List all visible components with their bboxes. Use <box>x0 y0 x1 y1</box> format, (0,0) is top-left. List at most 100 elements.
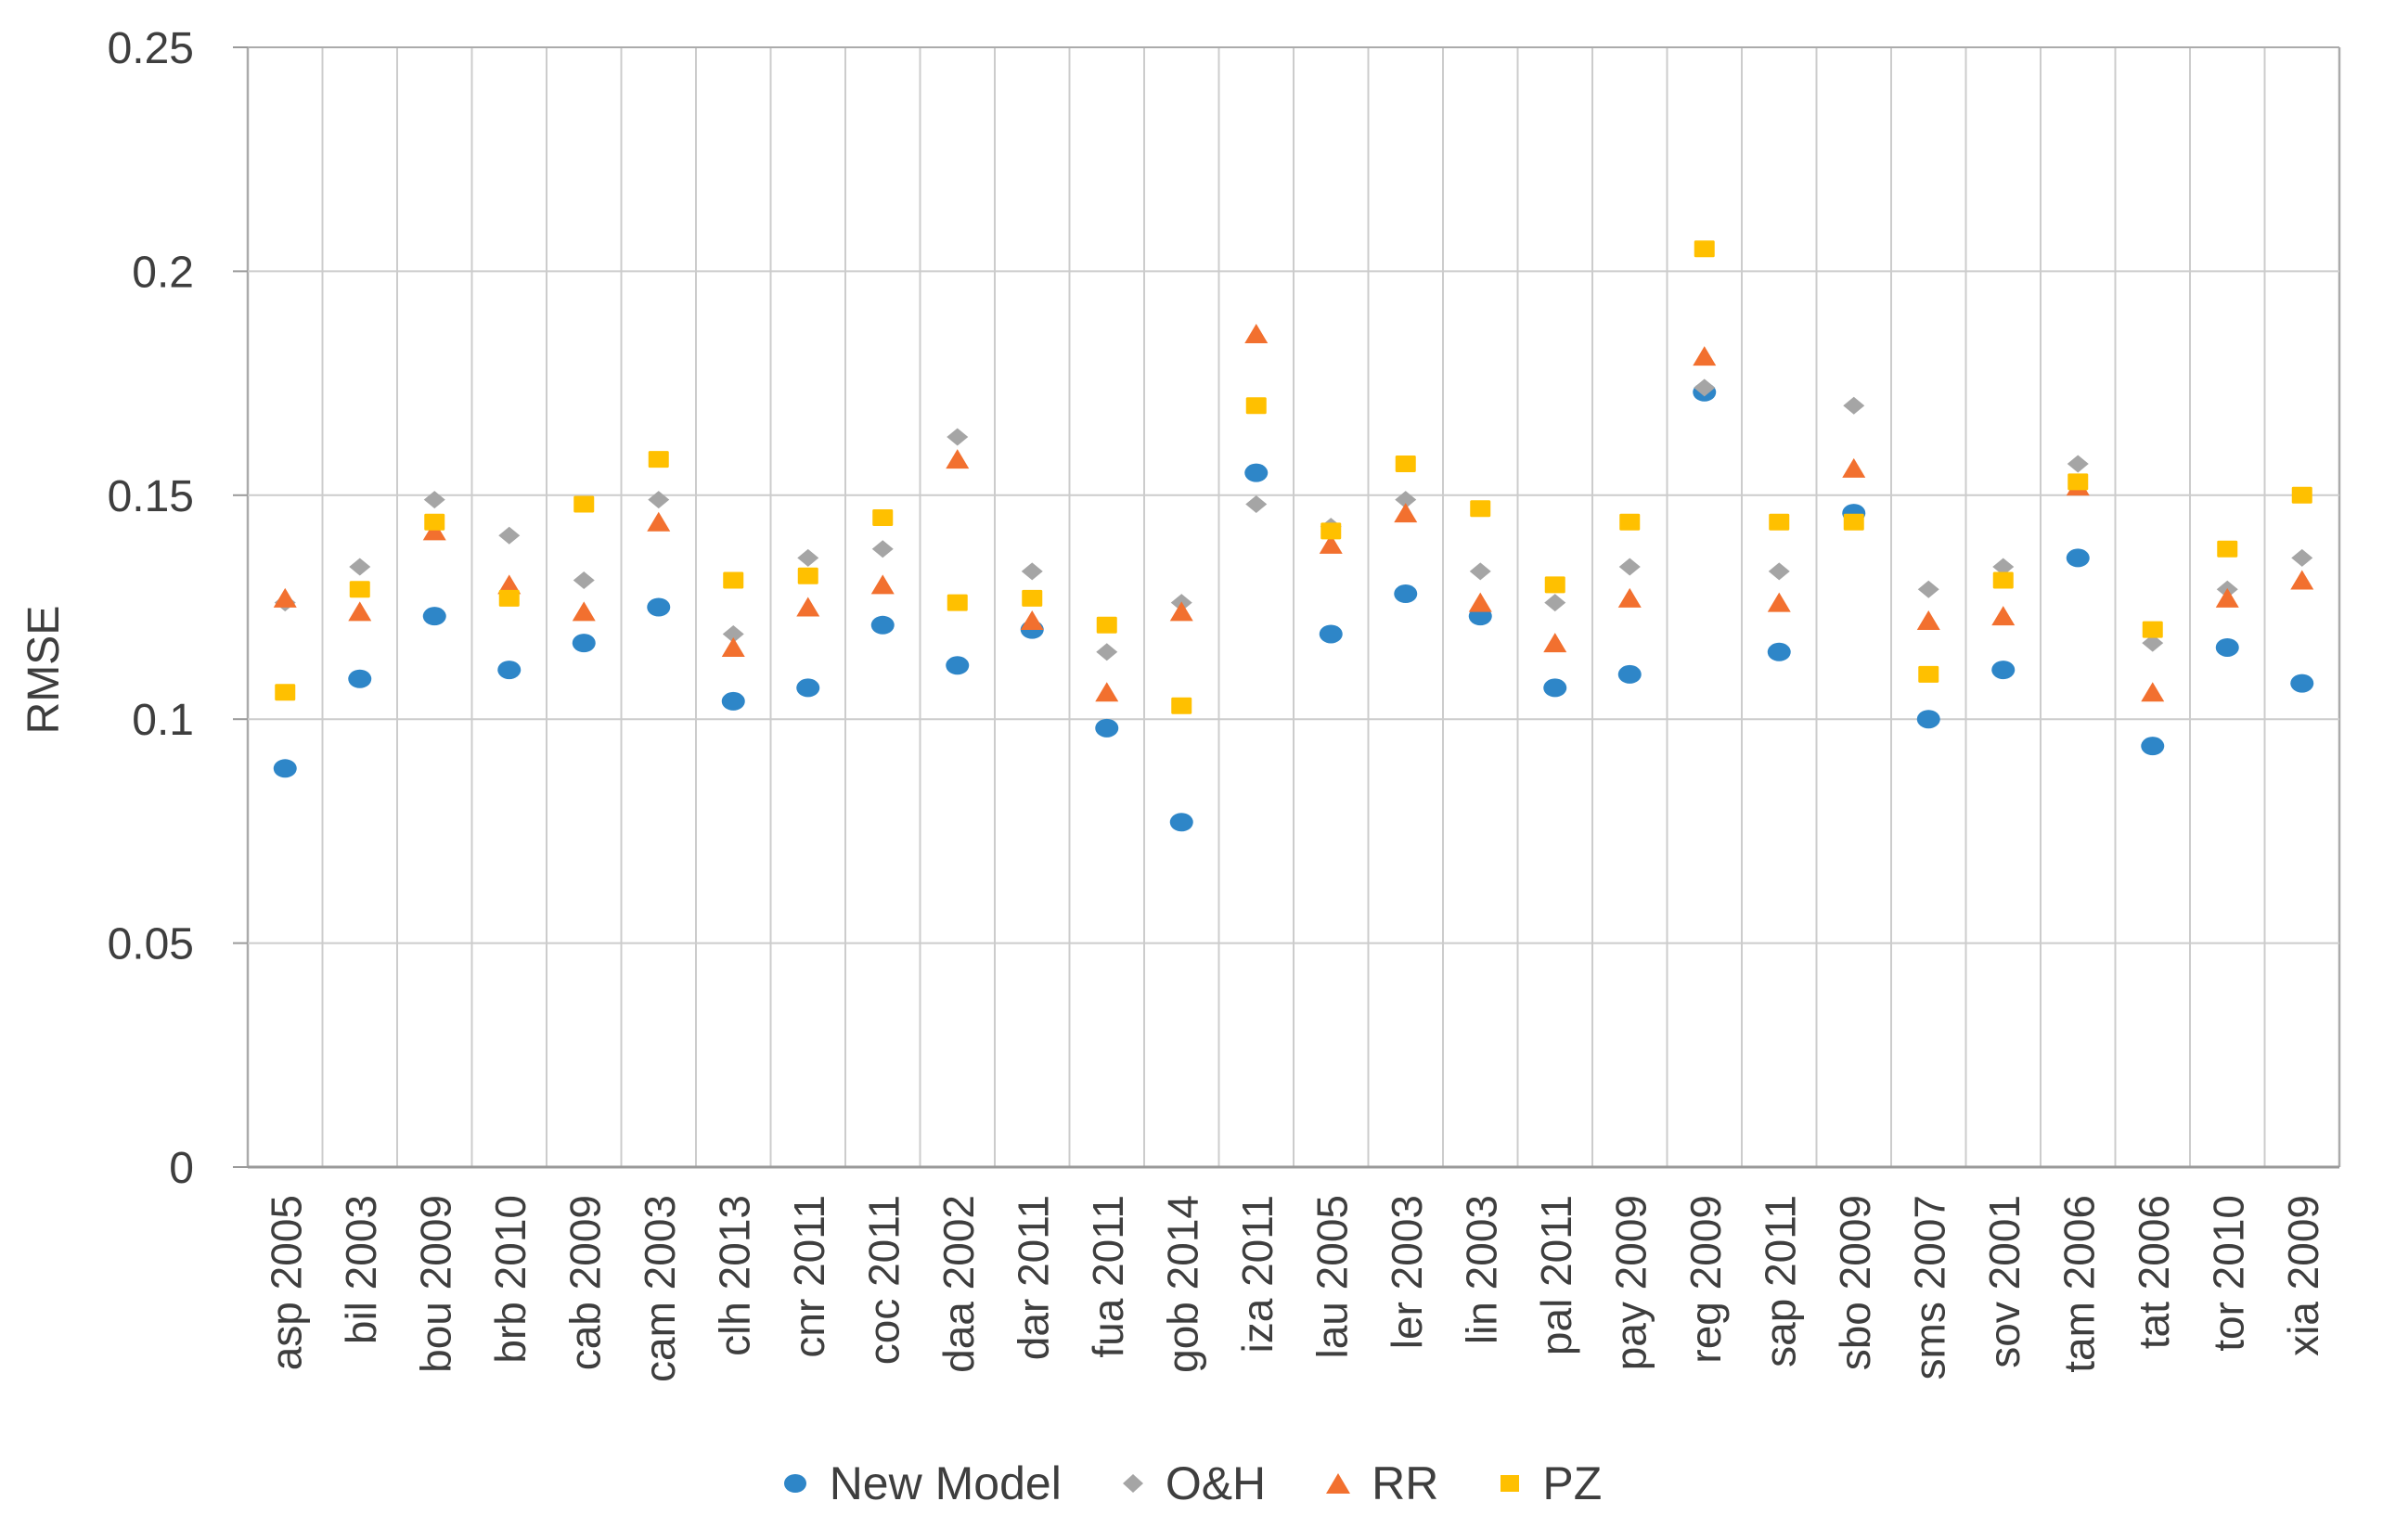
point-new-model <box>2215 637 2239 657</box>
x-tick-label: sap 2011 <box>1756 1195 1804 1367</box>
point-o-h <box>2142 634 2164 652</box>
point-o-h <box>1843 396 1865 415</box>
point-pz <box>1992 571 2014 589</box>
point-new-model <box>1767 642 1791 661</box>
y-tick-label: 0.05 <box>108 920 194 969</box>
point-rr <box>1169 601 1193 622</box>
y-tick-label: 0 <box>169 1144 194 1193</box>
x-tick-label: sbo 2009 <box>1831 1195 1879 1370</box>
point-o-h <box>871 540 894 558</box>
point-pz <box>1096 616 1117 634</box>
x-tick-label: pal 2011 <box>1532 1195 1580 1355</box>
point-rr <box>1319 533 1343 554</box>
legend: New Model O&H RR PZ <box>0 1444 2383 1523</box>
x-tick-label: pay 2009 <box>1606 1195 1655 1370</box>
point-new-model <box>796 678 820 698</box>
legend-item-pz: PZ <box>1498 1457 1602 1510</box>
point-pz <box>2291 486 2312 504</box>
point-o-h <box>1694 379 1716 397</box>
point-new-model <box>1991 661 2016 680</box>
y-tick-label: 0.25 <box>108 24 194 73</box>
x-tick-labels: asp 2005 bil 2003 bou 2009 brb 2010 cab 2009… <box>262 1195 2327 1382</box>
point-rr <box>946 449 970 469</box>
point-new-model <box>2141 737 2165 756</box>
point-rr <box>721 636 745 657</box>
x-tick-label: tam 2006 <box>2055 1195 2103 1373</box>
point-pz <box>648 451 669 468</box>
point-rr <box>1095 682 1119 702</box>
series-rr <box>273 323 2314 702</box>
diamond-marker-icon <box>1122 1474 1143 1493</box>
series-pz <box>275 240 2312 714</box>
point-new-model <box>870 615 895 635</box>
point-o-h <box>1992 558 2015 576</box>
point-pz <box>2142 621 2163 638</box>
point-rr <box>422 520 446 541</box>
point-pz <box>1022 589 1043 607</box>
x-tick-label: reg 2009 <box>1681 1195 1730 1364</box>
point-pz <box>1395 456 1416 473</box>
point-pz <box>797 567 818 584</box>
point-o-h <box>2291 548 2313 567</box>
y-axis-title: RMSE <box>19 605 69 735</box>
x-tick-label: brb 2010 <box>486 1195 535 1364</box>
point-pz <box>1918 665 1939 683</box>
y-tick-label: 0.1 <box>132 696 194 745</box>
x-tick-label: cab 2009 <box>560 1195 609 1370</box>
point-rr <box>1543 633 1567 653</box>
point-o-h <box>1469 562 1491 581</box>
point-o-h <box>1544 594 1566 612</box>
point-rr <box>1020 610 1044 630</box>
point-pz <box>498 589 520 607</box>
point-new-model <box>2290 674 2314 693</box>
y-tick-label: 0.15 <box>108 472 194 521</box>
point-rr <box>348 601 372 622</box>
x-tick-label: dar 2011 <box>1009 1195 1057 1360</box>
point-o-h <box>1021 562 1043 581</box>
series-new-model <box>273 382 2314 832</box>
point-rr <box>1394 503 1418 523</box>
legend-label: RR <box>1372 1457 1439 1509</box>
point-pz <box>723 571 744 589</box>
point-pz <box>424 513 445 531</box>
point-pz <box>1171 697 1192 714</box>
x-tick-label: clh 2013 <box>710 1195 758 1356</box>
point-pz <box>947 594 968 611</box>
point-new-model <box>1916 710 1940 729</box>
x-tick-label: fua 2011 <box>1084 1195 1132 1358</box>
point-pz <box>1320 522 1342 540</box>
point-new-model <box>572 634 596 653</box>
point-o-h <box>648 491 670 509</box>
point-rr <box>1693 346 1717 366</box>
point-rr <box>1842 457 1866 478</box>
point-o-h <box>947 428 969 446</box>
point-o-h <box>1768 562 1790 581</box>
x-tick-label: cam 2003 <box>636 1195 684 1382</box>
x-tick-label: iza 2011 <box>1233 1195 1282 1354</box>
point-rr <box>2215 587 2239 608</box>
point-rr <box>796 597 820 617</box>
x-tick-label: tor 2010 <box>2204 1195 2252 1352</box>
legend-item-rr: RR <box>1325 1457 1438 1510</box>
legend-item-new-model: New Model <box>781 1457 1062 1510</box>
point-pz <box>2217 540 2238 558</box>
x-tick-label: asp 2005 <box>262 1195 310 1370</box>
point-pz <box>1470 500 1491 518</box>
point-pz <box>1544 576 1565 594</box>
legend-label: PZ <box>1542 1457 1603 1509</box>
point-o-h <box>498 526 521 545</box>
point-rr <box>2141 682 2165 702</box>
point-pz <box>2067 473 2089 491</box>
point-pz <box>1245 397 1267 415</box>
point-o-h <box>1245 494 1268 513</box>
legend-label: New Model <box>829 1457 1062 1509</box>
h-gridlines <box>233 46 2339 1169</box>
legend-item-oh: O&H <box>1121 1457 1266 1510</box>
point-o-h <box>573 571 595 590</box>
x-tick-label: sov 2001 <box>1980 1195 2029 1368</box>
point-o-h <box>1618 558 1641 576</box>
point-new-model <box>1394 584 1418 604</box>
v-gridlines <box>246 47 2341 1167</box>
